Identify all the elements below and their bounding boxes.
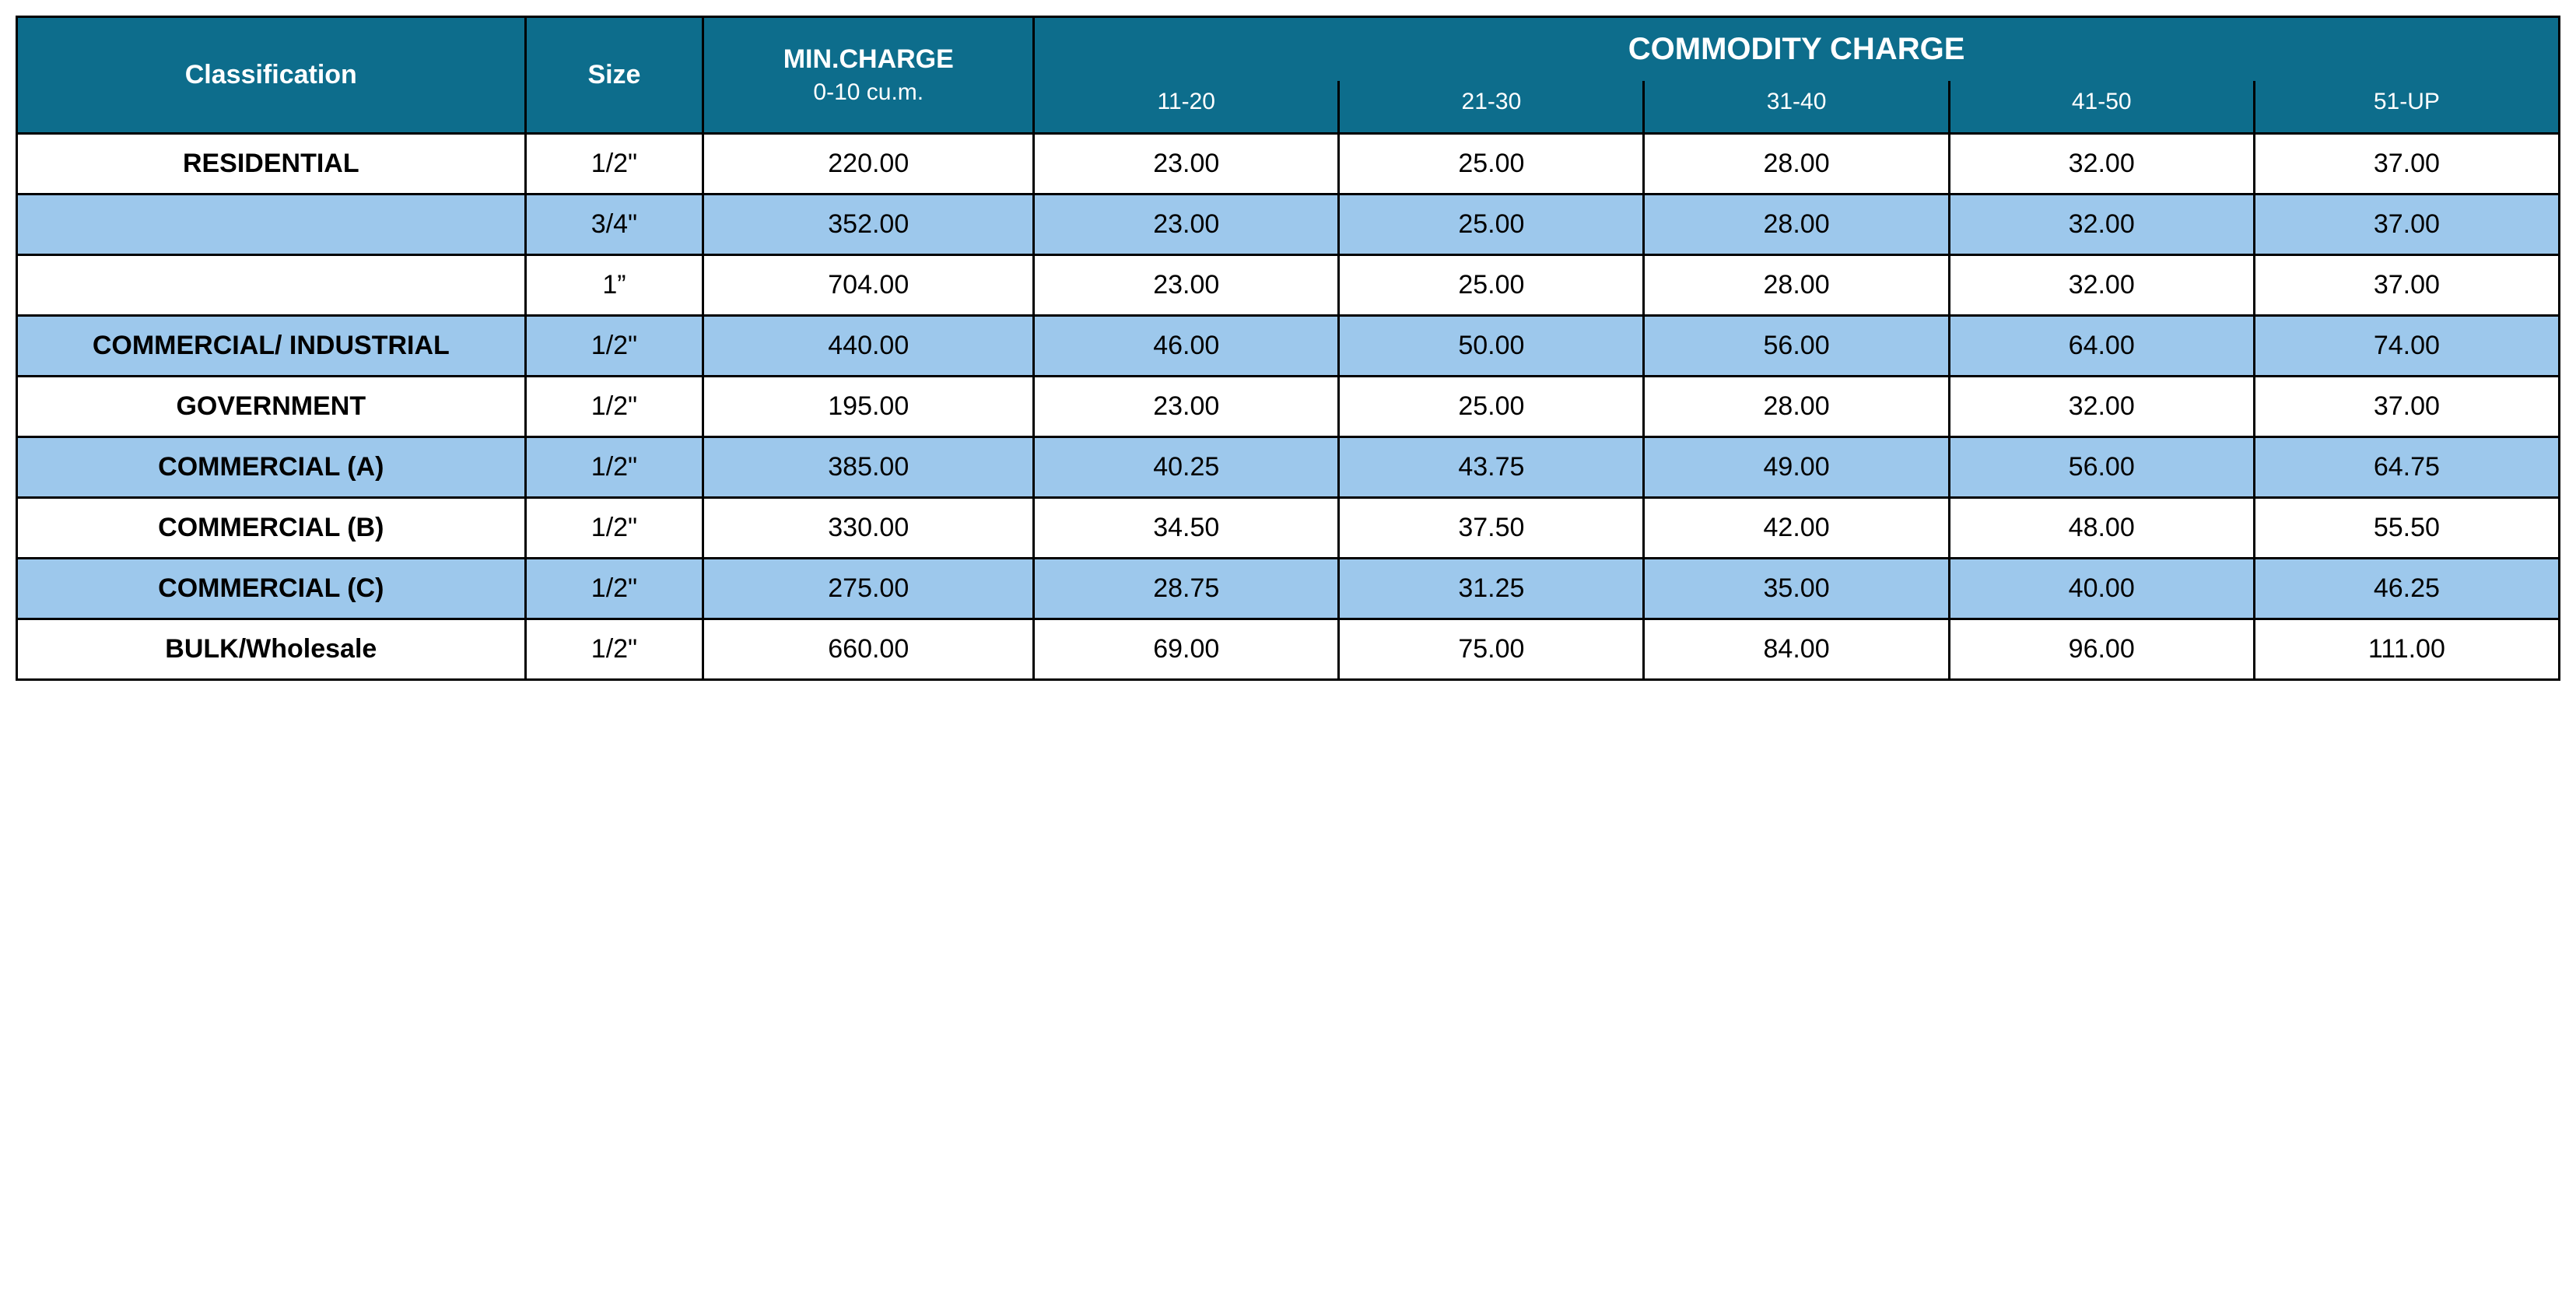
table-row: RESIDENTIAL1/2"220.0023.0025.0028.0032.0…: [17, 134, 2560, 195]
cell-commodity: 35.00: [1644, 559, 1949, 619]
cell-commodity: 40.25: [1034, 437, 1339, 498]
cell-commodity: 23.00: [1034, 195, 1339, 255]
cell-commodity: 37.50: [1339, 498, 1644, 559]
cell-classification: [17, 195, 526, 255]
cell-commodity: 56.00: [1949, 437, 2254, 498]
rate-table-body: RESIDENTIAL1/2"220.0023.0025.0028.0032.0…: [17, 134, 2560, 680]
cell-classification: GOVERNMENT: [17, 377, 526, 437]
cell-commodity: 32.00: [1949, 195, 2254, 255]
cell-min-charge: 385.00: [703, 437, 1034, 498]
cell-classification: COMMERCIAL (C): [17, 559, 526, 619]
cell-commodity: 50.00: [1339, 316, 1644, 377]
cell-min-charge: 275.00: [703, 559, 1034, 619]
cell-commodity: 56.00: [1644, 316, 1949, 377]
cell-size: 1/2": [525, 437, 703, 498]
header-range-2: 31-40: [1644, 81, 1949, 134]
cell-commodity: 28.00: [1644, 195, 1949, 255]
cell-commodity: 28.00: [1644, 134, 1949, 195]
table-row: COMMERCIAL/ INDUSTRIAL1/2"440.0046.0050.…: [17, 316, 2560, 377]
table-row: COMMERCIAL (A)1/2"385.0040.2543.7549.005…: [17, 437, 2560, 498]
cell-commodity: 74.00: [2254, 316, 2559, 377]
cell-commodity: 69.00: [1034, 619, 1339, 680]
header-classification: Classification: [17, 17, 526, 134]
cell-size: 1/2": [525, 316, 703, 377]
cell-commodity: 37.00: [2254, 255, 2559, 316]
cell-commodity: 31.25: [1339, 559, 1644, 619]
cell-commodity: 25.00: [1339, 377, 1644, 437]
cell-min-charge: 330.00: [703, 498, 1034, 559]
table-row: 3/4"352.0023.0025.0028.0032.0037.00: [17, 195, 2560, 255]
cell-commodity: 25.00: [1339, 255, 1644, 316]
cell-min-charge: 220.00: [703, 134, 1034, 195]
cell-commodity: 64.75: [2254, 437, 2559, 498]
header-commodity-title: COMMODITY CHARGE: [1034, 17, 2560, 82]
cell-size: 1/2": [525, 559, 703, 619]
cell-commodity: 43.75: [1339, 437, 1644, 498]
cell-commodity: 25.00: [1339, 134, 1644, 195]
cell-classification: COMMERCIAL (B): [17, 498, 526, 559]
cell-commodity: 32.00: [1949, 134, 2254, 195]
cell-commodity: 84.00: [1644, 619, 1949, 680]
header-range-1: 21-30: [1339, 81, 1644, 134]
cell-size: 1/2": [525, 377, 703, 437]
cell-commodity: 111.00: [2254, 619, 2559, 680]
header-size: Size: [525, 17, 703, 134]
cell-commodity: 48.00: [1949, 498, 2254, 559]
cell-commodity: 37.00: [2254, 377, 2559, 437]
table-row: COMMERCIAL (B)1/2"330.0034.5037.5042.004…: [17, 498, 2560, 559]
header-range-3: 41-50: [1949, 81, 2254, 134]
cell-commodity: 55.50: [2254, 498, 2559, 559]
cell-commodity: 64.00: [1949, 316, 2254, 377]
cell-size: 1/2": [525, 134, 703, 195]
cell-commodity: 23.00: [1034, 255, 1339, 316]
header-min-charge-line2: 0-10 cu.m.: [710, 79, 1026, 106]
cell-commodity: 32.00: [1949, 377, 2254, 437]
header-min-charge: MIN.CHARGE 0-10 cu.m.: [703, 17, 1034, 134]
cell-commodity: 28.00: [1644, 255, 1949, 316]
header-range-4: 51-UP: [2254, 81, 2559, 134]
cell-size: 3/4": [525, 195, 703, 255]
cell-commodity: 23.00: [1034, 377, 1339, 437]
cell-min-charge: 440.00: [703, 316, 1034, 377]
cell-commodity: 46.00: [1034, 316, 1339, 377]
cell-commodity: 25.00: [1339, 195, 1644, 255]
cell-classification: COMMERCIAL (A): [17, 437, 526, 498]
cell-commodity: 37.00: [2254, 195, 2559, 255]
header-min-charge-line1: MIN.CHARGE: [783, 44, 954, 74]
cell-size: 1/2": [525, 619, 703, 680]
cell-commodity: 23.00: [1034, 134, 1339, 195]
header-range-0: 11-20: [1034, 81, 1339, 134]
cell-commodity: 42.00: [1644, 498, 1949, 559]
table-row: BULK/Wholesale1/2"660.0069.0075.0084.009…: [17, 619, 2560, 680]
cell-size: 1/2": [525, 498, 703, 559]
cell-commodity: 28.00: [1644, 377, 1949, 437]
cell-commodity: 32.00: [1949, 255, 2254, 316]
cell-classification: [17, 255, 526, 316]
cell-commodity: 28.75: [1034, 559, 1339, 619]
cell-size: 1”: [525, 255, 703, 316]
cell-commodity: 40.00: [1949, 559, 2254, 619]
cell-min-charge: 660.00: [703, 619, 1034, 680]
table-row: 1”704.0023.0025.0028.0032.0037.00: [17, 255, 2560, 316]
cell-classification: RESIDENTIAL: [17, 134, 526, 195]
cell-commodity: 49.00: [1644, 437, 1949, 498]
cell-classification: COMMERCIAL/ INDUSTRIAL: [17, 316, 526, 377]
cell-commodity: 37.00: [2254, 134, 2559, 195]
table-row: COMMERCIAL (C)1/2"275.0028.7531.2535.004…: [17, 559, 2560, 619]
cell-min-charge: 352.00: [703, 195, 1034, 255]
cell-commodity: 46.25: [2254, 559, 2559, 619]
table-row: GOVERNMENT1/2"195.0023.0025.0028.0032.00…: [17, 377, 2560, 437]
cell-commodity: 75.00: [1339, 619, 1644, 680]
cell-min-charge: 704.00: [703, 255, 1034, 316]
cell-classification: BULK/Wholesale: [17, 619, 526, 680]
cell-commodity: 34.50: [1034, 498, 1339, 559]
rate-table: Classification Size MIN.CHARGE 0-10 cu.m…: [16, 16, 2560, 681]
cell-commodity: 96.00: [1949, 619, 2254, 680]
cell-min-charge: 195.00: [703, 377, 1034, 437]
